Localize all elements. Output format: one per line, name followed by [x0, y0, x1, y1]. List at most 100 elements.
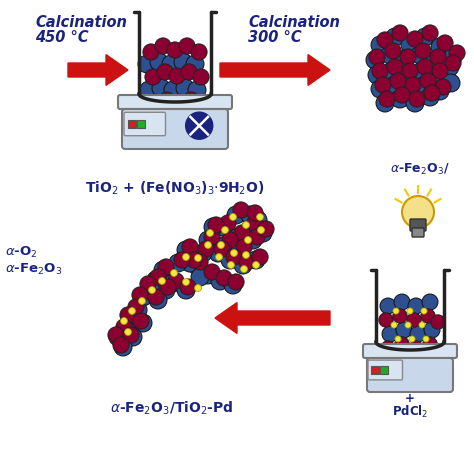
Circle shape — [194, 244, 212, 262]
Circle shape — [125, 328, 131, 336]
Circle shape — [241, 265, 247, 273]
Circle shape — [129, 301, 147, 319]
Circle shape — [383, 62, 401, 80]
Text: +: + — [405, 392, 415, 405]
Bar — [128, 120, 136, 128]
Circle shape — [158, 259, 174, 275]
Circle shape — [147, 94, 163, 110]
Circle shape — [393, 308, 399, 314]
Circle shape — [424, 322, 440, 338]
Circle shape — [231, 241, 249, 259]
Circle shape — [239, 254, 255, 270]
Circle shape — [117, 321, 135, 339]
Circle shape — [422, 294, 438, 310]
Circle shape — [169, 254, 187, 272]
Bar — [137, 120, 145, 128]
Circle shape — [152, 79, 170, 97]
Circle shape — [148, 289, 164, 305]
Circle shape — [236, 239, 252, 255]
Circle shape — [113, 337, 129, 353]
Circle shape — [431, 82, 449, 100]
FancyArrow shape — [220, 55, 330, 85]
Circle shape — [245, 237, 251, 244]
Circle shape — [164, 274, 182, 292]
Circle shape — [379, 313, 393, 327]
Circle shape — [249, 229, 265, 245]
Circle shape — [164, 81, 182, 99]
Circle shape — [169, 68, 185, 84]
Circle shape — [204, 264, 220, 280]
Circle shape — [140, 81, 158, 99]
Circle shape — [138, 55, 156, 73]
Circle shape — [424, 85, 440, 101]
Bar — [371, 366, 379, 374]
Circle shape — [114, 338, 132, 356]
Circle shape — [377, 32, 393, 48]
FancyBboxPatch shape — [367, 358, 453, 392]
Circle shape — [396, 50, 414, 68]
Circle shape — [258, 221, 274, 237]
Circle shape — [419, 322, 425, 328]
Circle shape — [149, 291, 167, 309]
Circle shape — [150, 269, 166, 285]
Circle shape — [252, 249, 268, 265]
Text: 450 °C: 450 °C — [35, 30, 89, 45]
Circle shape — [143, 44, 159, 60]
Circle shape — [177, 241, 195, 259]
Circle shape — [426, 52, 444, 70]
Circle shape — [254, 224, 272, 242]
Circle shape — [181, 254, 199, 272]
Circle shape — [445, 55, 461, 71]
Circle shape — [371, 80, 389, 98]
Circle shape — [380, 298, 396, 314]
Circle shape — [109, 328, 127, 346]
Circle shape — [191, 44, 207, 60]
Circle shape — [386, 28, 404, 46]
Circle shape — [182, 239, 198, 255]
Circle shape — [432, 63, 448, 79]
Circle shape — [226, 249, 242, 265]
Circle shape — [132, 287, 148, 303]
Circle shape — [243, 221, 249, 228]
Circle shape — [423, 336, 429, 342]
Circle shape — [376, 94, 394, 112]
Circle shape — [120, 307, 136, 323]
Circle shape — [168, 273, 184, 289]
FancyArrow shape — [68, 55, 128, 85]
Circle shape — [385, 43, 401, 59]
Circle shape — [157, 64, 173, 80]
Circle shape — [243, 252, 249, 258]
Circle shape — [186, 55, 204, 73]
Circle shape — [234, 225, 250, 241]
Circle shape — [216, 254, 222, 260]
Circle shape — [247, 251, 265, 269]
Circle shape — [133, 313, 149, 329]
Circle shape — [204, 218, 222, 236]
Circle shape — [211, 272, 229, 290]
Circle shape — [413, 62, 431, 80]
Circle shape — [138, 298, 146, 304]
Circle shape — [186, 112, 212, 139]
Circle shape — [431, 38, 449, 56]
Circle shape — [159, 278, 165, 284]
Circle shape — [174, 252, 190, 268]
Circle shape — [229, 214, 237, 220]
Circle shape — [167, 42, 183, 58]
Circle shape — [381, 46, 399, 64]
Circle shape — [182, 254, 190, 260]
Circle shape — [128, 308, 136, 314]
Circle shape — [398, 66, 416, 84]
Circle shape — [193, 69, 209, 85]
Circle shape — [435, 79, 451, 95]
Text: $\alpha$-Fe$_2$O$_3$: $\alpha$-Fe$_2$O$_3$ — [5, 262, 62, 277]
Text: $\alpha$-Fe$_2$O$_3$/: $\alpha$-Fe$_2$O$_3$/ — [390, 162, 450, 177]
Circle shape — [257, 227, 264, 233]
Circle shape — [148, 287, 155, 293]
Circle shape — [208, 217, 224, 233]
FancyArrow shape — [215, 302, 330, 333]
Circle shape — [134, 314, 152, 332]
Circle shape — [230, 250, 237, 256]
Circle shape — [394, 294, 410, 310]
Circle shape — [442, 74, 460, 92]
Circle shape — [221, 227, 228, 233]
